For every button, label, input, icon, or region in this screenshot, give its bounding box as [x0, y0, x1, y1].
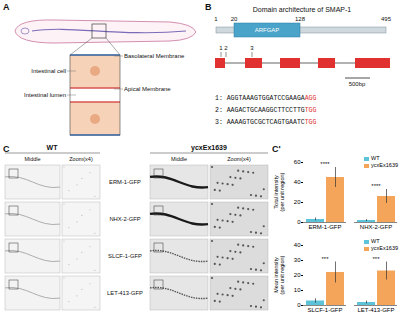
html-text:ycxEx1639: ycxEx1639	[371, 245, 398, 251]
svg-text:***: ***	[321, 256, 329, 262]
svg-text:20: 20	[294, 199, 301, 205]
svg-text:500bp: 500bp	[349, 81, 366, 87]
svg-text:NHX-2-GFP: NHX-2-GFP	[109, 216, 140, 222]
svg-text:40: 40	[294, 242, 301, 248]
svg-text:ERM-1-GFP: ERM-1-GFP	[309, 224, 342, 230]
svg-text:Zoom(x4): Zoom(x4)	[227, 156, 251, 162]
svg-text:Total intensity(per unit regio: Total intensity(per unit region)	[273, 172, 285, 211]
svg-text:3: 3	[250, 45, 254, 51]
svg-text:C: C	[3, 144, 10, 154]
svg-text:Middle: Middle	[171, 156, 187, 162]
svg-text:1: AGGTAAAGTGGATCCGAAGAAGG: 1: AGGTAAAGTGGATCCGAAGAAGG	[215, 95, 317, 102]
svg-text:0: 0	[297, 219, 301, 225]
html-text:ycxEx1639: ycxEx1639	[371, 162, 398, 168]
svg-text:SLCF-1-GFP: SLCF-1-GFP	[307, 307, 342, 313]
svg-text:Basolateral Membrane: Basolateral Membrane	[124, 53, 185, 59]
svg-text:B: B	[205, 2, 212, 12]
html-text:WT: WT	[371, 238, 380, 244]
svg-text:128: 128	[295, 16, 306, 22]
svg-text:10: 10	[294, 287, 301, 293]
svg-text:2: AAGACTGCAAGGCTTCCTTGTGG: 2: AAGACTGCAAGGCTTCCTTGTGG	[215, 107, 317, 114]
svg-text:Mean intensity(per unit region: Mean intensity(per unit region)	[273, 255, 285, 294]
svg-text:C': C'	[272, 144, 281, 154]
svg-text:****: ****	[371, 183, 381, 189]
svg-text:20: 20	[294, 272, 301, 278]
svg-text:A: A	[3, 2, 10, 12]
svg-text:LET-413-GFP: LET-413-GFP	[107, 290, 143, 296]
svg-text:***: ***	[372, 256, 380, 262]
svg-text:ycxEx1639: ycxEx1639	[191, 144, 227, 152]
svg-text:2: 2	[224, 45, 228, 51]
svg-text:20: 20	[231, 16, 238, 22]
svg-text:30: 30	[294, 257, 301, 263]
svg-text:****: ****	[320, 161, 330, 167]
svg-text:Zoom(x4): Zoom(x4)	[69, 156, 93, 162]
svg-text:Apical Membrane: Apical Membrane	[124, 86, 171, 92]
svg-text:Intestinal lumen: Intestinal lumen	[24, 92, 66, 98]
svg-text:WT: WT	[47, 144, 59, 151]
svg-text:SLCF-1-GFP: SLCF-1-GFP	[108, 253, 142, 259]
svg-text:Middle: Middle	[24, 156, 40, 162]
svg-text:Domain architecture of SMAP-1: Domain architecture of SMAP-1	[253, 6, 352, 13]
svg-text:ERM-1-GFP: ERM-1-GFP	[109, 179, 141, 185]
svg-text:ARFGAP: ARFGAP	[255, 27, 280, 33]
svg-text:1: 1	[219, 45, 223, 51]
svg-text:Intestinal cell: Intestinal cell	[31, 68, 66, 74]
svg-text:1: 1	[214, 16, 218, 22]
svg-text:0: 0	[297, 302, 301, 308]
svg-text:3: AAAAGTGCGCTCAGTGAATCTGG: 3: AAAAGTGCGCTCAGTGAATCTGG	[215, 119, 317, 126]
svg-text:60: 60	[294, 159, 301, 165]
svg-text:LET-413-GFP: LET-413-GFP	[357, 307, 394, 313]
svg-text:495: 495	[381, 16, 392, 22]
html-text:WT: WT	[371, 155, 380, 161]
svg-text:40: 40	[294, 179, 301, 185]
svg-text:NHX-2-GFP: NHX-2-GFP	[360, 224, 392, 230]
